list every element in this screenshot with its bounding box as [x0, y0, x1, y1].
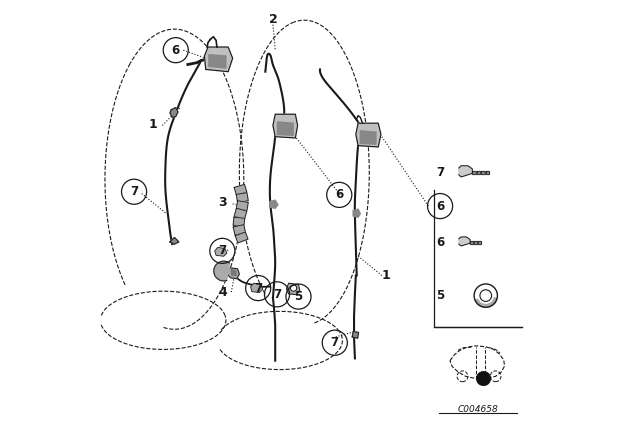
- Polygon shape: [287, 283, 300, 295]
- Polygon shape: [251, 283, 262, 293]
- Polygon shape: [470, 241, 473, 244]
- Text: 6: 6: [172, 43, 180, 57]
- Text: 4: 4: [218, 285, 227, 299]
- Polygon shape: [233, 217, 244, 226]
- Circle shape: [291, 285, 297, 291]
- Polygon shape: [236, 201, 248, 211]
- Polygon shape: [227, 268, 239, 279]
- Polygon shape: [360, 131, 376, 144]
- Polygon shape: [273, 114, 298, 138]
- Text: 5: 5: [294, 290, 303, 303]
- Polygon shape: [209, 55, 226, 68]
- Circle shape: [476, 371, 491, 386]
- Polygon shape: [215, 247, 227, 256]
- Polygon shape: [204, 47, 233, 72]
- Text: 1: 1: [382, 269, 390, 282]
- Text: 6: 6: [436, 236, 445, 249]
- Text: 7: 7: [331, 336, 339, 349]
- Text: 7: 7: [273, 288, 281, 301]
- Polygon shape: [270, 200, 278, 208]
- Polygon shape: [231, 270, 236, 276]
- Polygon shape: [170, 237, 179, 244]
- Polygon shape: [459, 166, 472, 177]
- Text: 7: 7: [130, 185, 138, 198]
- Polygon shape: [478, 241, 481, 244]
- Polygon shape: [352, 332, 358, 338]
- Text: 2: 2: [269, 13, 277, 26]
- Text: C004658: C004658: [458, 405, 499, 414]
- Polygon shape: [353, 209, 360, 217]
- Text: 3: 3: [218, 196, 227, 210]
- Text: 6: 6: [436, 199, 444, 213]
- Text: 7: 7: [254, 281, 262, 295]
- Text: 1: 1: [149, 118, 157, 131]
- Polygon shape: [233, 224, 246, 235]
- Polygon shape: [472, 171, 476, 174]
- Polygon shape: [481, 171, 485, 174]
- Polygon shape: [234, 208, 247, 219]
- Polygon shape: [236, 232, 248, 243]
- Polygon shape: [278, 122, 293, 135]
- Polygon shape: [170, 108, 178, 117]
- Polygon shape: [459, 237, 470, 246]
- Text: 6: 6: [335, 188, 344, 202]
- Polygon shape: [477, 171, 481, 174]
- Text: 7: 7: [436, 166, 445, 179]
- Polygon shape: [356, 123, 381, 147]
- Polygon shape: [474, 241, 477, 244]
- Text: 5: 5: [436, 289, 445, 302]
- Text: 7: 7: [218, 244, 227, 258]
- Polygon shape: [234, 185, 247, 195]
- Polygon shape: [486, 171, 490, 174]
- Polygon shape: [236, 193, 248, 202]
- Polygon shape: [214, 261, 230, 281]
